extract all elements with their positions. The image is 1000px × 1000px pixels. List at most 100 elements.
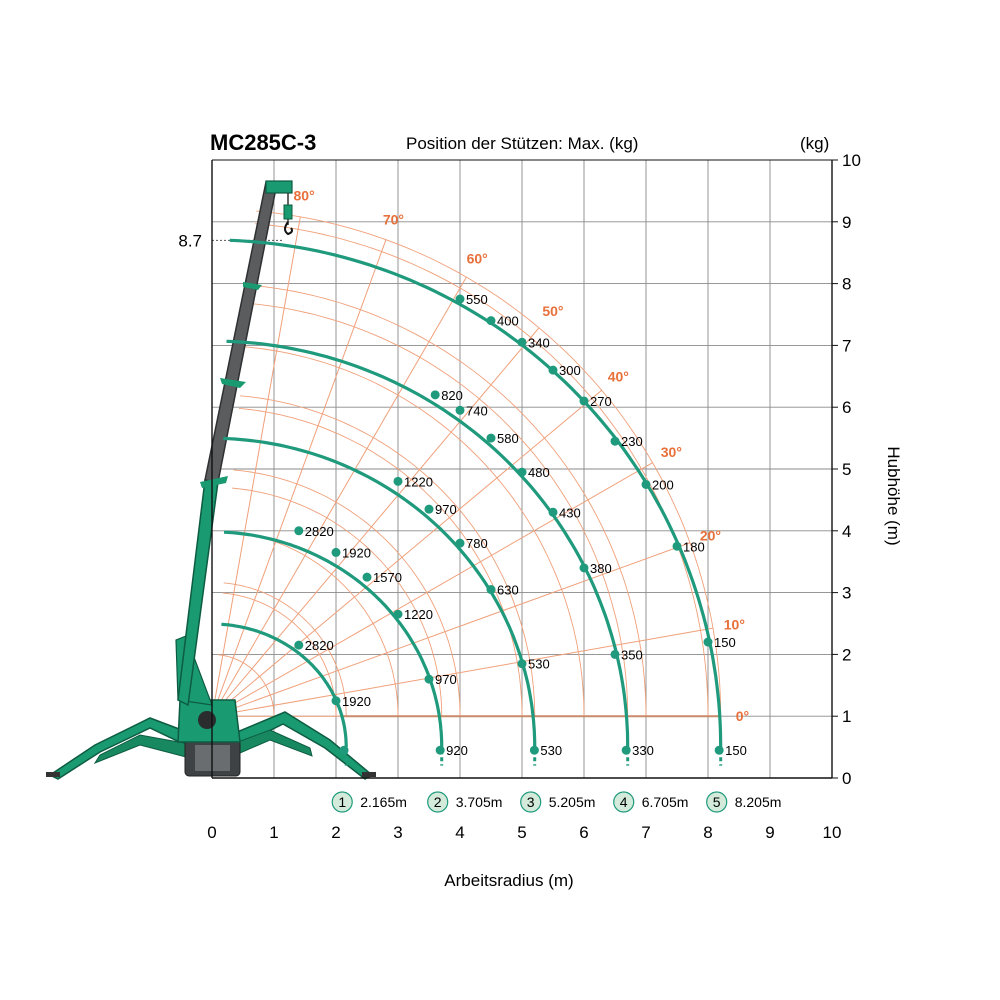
load-point bbox=[610, 436, 620, 446]
load-label: 740 bbox=[466, 403, 488, 418]
capacity-curve-1 bbox=[221, 622, 348, 748]
capacity-curve-3 bbox=[223, 436, 537, 748]
load-label: 820 bbox=[441, 388, 463, 403]
foot-right bbox=[362, 772, 376, 777]
load-label: 300 bbox=[559, 363, 581, 378]
load-point bbox=[517, 467, 527, 477]
angle-arc bbox=[256, 210, 722, 717]
load-label: 380 bbox=[590, 561, 612, 576]
angle-arc bbox=[244, 346, 585, 717]
x-tick-label: 1 bbox=[269, 823, 278, 842]
load-point bbox=[621, 745, 631, 755]
load-point bbox=[362, 572, 372, 582]
y-tick-label: 9 bbox=[842, 213, 851, 232]
load-point bbox=[393, 609, 403, 619]
x-tick-label: 4 bbox=[455, 823, 464, 842]
angle-arc bbox=[248, 302, 629, 717]
load-point bbox=[714, 745, 724, 755]
chart-subtitle: Position der Stützen: Max. (kg) bbox=[406, 134, 638, 153]
boom-bracket-1 bbox=[243, 282, 262, 290]
max-height-label: 8.7 bbox=[178, 231, 202, 250]
load-label: 340 bbox=[528, 335, 550, 350]
radius-badge-number: 3 bbox=[527, 794, 535, 810]
angle-ray bbox=[211, 239, 387, 717]
load-point bbox=[517, 659, 527, 669]
load-label: 200 bbox=[652, 477, 674, 492]
angle-arc bbox=[255, 223, 709, 717]
x-tick-label: 6 bbox=[579, 823, 588, 842]
load-label: 1570 bbox=[373, 570, 402, 585]
y-tick-label: 0 bbox=[842, 769, 851, 788]
load-label: 2820 bbox=[305, 638, 334, 653]
load-point bbox=[339, 745, 349, 755]
angle-label: 80° bbox=[294, 188, 315, 204]
angle-label: 10° bbox=[724, 616, 745, 632]
angle-label: 40° bbox=[608, 368, 629, 384]
angle-ray bbox=[211, 627, 714, 717]
x-tick-label: 5 bbox=[517, 823, 526, 842]
angle-grid: 0° 10° 20° 30° 40° 50° 60° 70° 80° bbox=[211, 188, 749, 724]
load-label: 970 bbox=[435, 502, 457, 517]
load-label: 920 bbox=[446, 743, 468, 758]
load-label: 530 bbox=[528, 657, 550, 672]
radius-value: 6.705m bbox=[642, 794, 689, 810]
load-label: 150 bbox=[725, 743, 747, 758]
x-tick-label: 2 bbox=[331, 823, 340, 842]
load-point bbox=[486, 585, 496, 595]
y-tick-label: 3 bbox=[842, 584, 851, 603]
boom-bracket-3 bbox=[200, 476, 228, 488]
load-point bbox=[424, 504, 434, 514]
angle-label: 60° bbox=[467, 250, 488, 266]
chart-title: MC285C-3 bbox=[210, 130, 316, 155]
angle-arc bbox=[223, 582, 347, 717]
angle-ray bbox=[211, 327, 540, 717]
radius-badge bbox=[427, 791, 449, 813]
capacity-curve-4 bbox=[226, 339, 630, 748]
load-point bbox=[579, 563, 589, 573]
radius-value: 5.205m bbox=[549, 794, 596, 810]
load-label: 400 bbox=[497, 314, 519, 329]
foot-left bbox=[46, 772, 60, 777]
load-point bbox=[641, 479, 651, 489]
load-label: 1920 bbox=[342, 694, 371, 709]
load-label: 270 bbox=[590, 394, 612, 409]
radius-value: 2.165m bbox=[360, 794, 407, 810]
boom-bracket-2 bbox=[220, 378, 246, 388]
load-point bbox=[294, 526, 304, 536]
y-tick-label: 1 bbox=[842, 707, 851, 726]
radius-value: 8.205m bbox=[735, 794, 782, 810]
slewing-ring bbox=[198, 711, 216, 729]
load-label: 580 bbox=[497, 431, 519, 446]
load-point bbox=[455, 405, 465, 415]
load-point bbox=[610, 649, 620, 659]
load-point bbox=[455, 294, 465, 304]
radius-badge-number: 5 bbox=[713, 794, 721, 810]
load-point bbox=[294, 640, 304, 650]
load-label: 330 bbox=[632, 743, 654, 758]
x-tick-label: 10 bbox=[823, 823, 842, 842]
angle-ray bbox=[211, 389, 603, 717]
x-tick-label: 9 bbox=[765, 823, 774, 842]
load-point bbox=[430, 390, 440, 400]
radius-badge bbox=[706, 791, 728, 813]
y-tick-label: 2 bbox=[842, 645, 851, 664]
axes: 0 1 2 3 4 5 6 7 8 9 10 0 1 2 3 4 5 6 7 8 9 10 bbox=[207, 151, 861, 842]
angle-label: 20° bbox=[700, 527, 721, 543]
radius-badge-number: 4 bbox=[620, 794, 628, 810]
load-label: 1220 bbox=[404, 607, 433, 622]
x-tick-label: 7 bbox=[641, 823, 650, 842]
radius-value: 3.705m bbox=[456, 794, 503, 810]
angle-label: 0° bbox=[736, 708, 749, 724]
load-point bbox=[486, 433, 496, 443]
load-point bbox=[331, 547, 341, 557]
y-axis-title: Hubhöhe (m) bbox=[884, 446, 903, 545]
angle-arc bbox=[238, 407, 523, 717]
unit-label: (kg) bbox=[800, 134, 829, 153]
load-label: 150 bbox=[714, 635, 736, 650]
angle-arc bbox=[217, 654, 275, 717]
load-point bbox=[435, 745, 445, 755]
boom-head bbox=[265, 180, 293, 194]
load-label: 430 bbox=[559, 505, 581, 520]
angle-arc bbox=[240, 395, 536, 717]
